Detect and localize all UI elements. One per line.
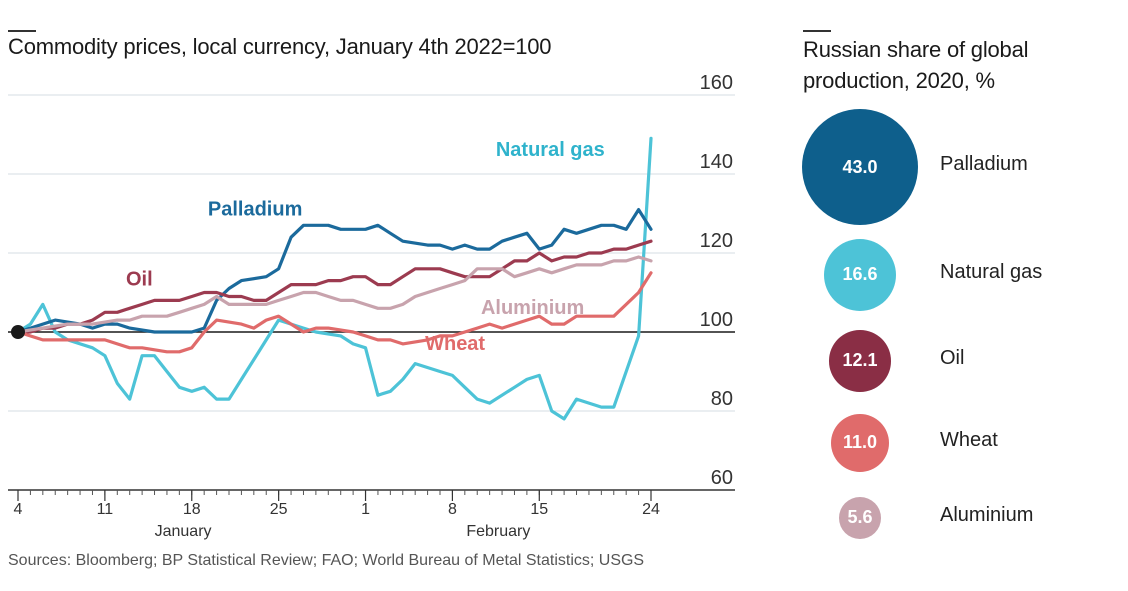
y-tick-label: 80 bbox=[711, 388, 733, 410]
series-label-oil: Oil bbox=[126, 268, 153, 290]
series-line-oil bbox=[16, 239, 653, 334]
month-label: January bbox=[155, 523, 212, 540]
series-line-natural-gas bbox=[16, 136, 653, 421]
bubble-value: 5.6 bbox=[847, 507, 873, 528]
bubble-label: Palladium bbox=[940, 153, 1028, 175]
x-tick-label: 11 bbox=[97, 501, 114, 518]
y-tick-label: 120 bbox=[700, 230, 733, 252]
x-tick-label: 4 bbox=[14, 501, 23, 518]
label-layer: Natural gas Palladium Oil Aluminium Wheat bbox=[126, 139, 605, 355]
y-tick-label: 140 bbox=[700, 151, 733, 173]
x-tick-label: 18 bbox=[183, 501, 201, 518]
start-point-marker bbox=[11, 325, 25, 339]
bubble-chart: 43.0 Palladium 16.6 Natural gas 12.1 Oil 11.0 W… bbox=[800, 109, 1120, 550]
x-tick-label: 15 bbox=[530, 501, 548, 518]
source-note: Sources: Bloomberg; BP Statistical Revie… bbox=[8, 552, 645, 569]
bubble-chart-title: Russian share of global production, 2020… bbox=[803, 37, 1029, 93]
line-chart-title: Commodity prices, local currency, Januar… bbox=[8, 34, 552, 59]
y-tick-label: 100 bbox=[700, 309, 733, 331]
right-title-rule bbox=[803, 30, 831, 32]
month-label: February bbox=[466, 523, 530, 540]
bubble-palladium: 43.0 bbox=[802, 109, 918, 225]
x-tick-label: 25 bbox=[270, 501, 288, 518]
bubble-aluminium: 5.6 bbox=[839, 497, 881, 539]
bubble-label: Wheat bbox=[940, 429, 998, 451]
bubble-value: 12.1 bbox=[842, 350, 878, 371]
series-label-wheat: Wheat bbox=[425, 333, 485, 355]
series-line-aluminium bbox=[16, 255, 653, 334]
bubble-label: Oil bbox=[940, 347, 965, 369]
x-tick-label: 1 bbox=[361, 501, 370, 518]
series-line-palladium bbox=[16, 208, 653, 334]
bubble-value: 43.0 bbox=[842, 156, 878, 177]
y-tick-label: 160 bbox=[700, 72, 733, 94]
bubble-value: 16.6 bbox=[842, 264, 878, 285]
series-line-wheat bbox=[16, 271, 653, 354]
y-tick-label: 60 bbox=[711, 467, 733, 489]
x-tick-label: 8 bbox=[448, 501, 457, 518]
grid-layer bbox=[8, 94, 735, 412]
bubble-oil: 12.1 bbox=[829, 330, 891, 392]
series-label-palladium: Palladium bbox=[208, 198, 302, 220]
bubble-natural-gas: 16.6 bbox=[823, 238, 897, 312]
series-label-aluminium: Aluminium bbox=[481, 297, 584, 319]
series-label-natural-gas: Natural gas bbox=[496, 139, 605, 161]
series-layer bbox=[11, 136, 653, 421]
bubble-value: 11.0 bbox=[842, 432, 877, 453]
x-tick-label: 24 bbox=[642, 501, 660, 518]
bubble-wheat: 11.0 bbox=[830, 413, 890, 473]
bubble-label: Aluminium bbox=[940, 504, 1034, 526]
bubble-label: Natural gas bbox=[940, 261, 1043, 283]
left-title-rule bbox=[8, 30, 36, 32]
